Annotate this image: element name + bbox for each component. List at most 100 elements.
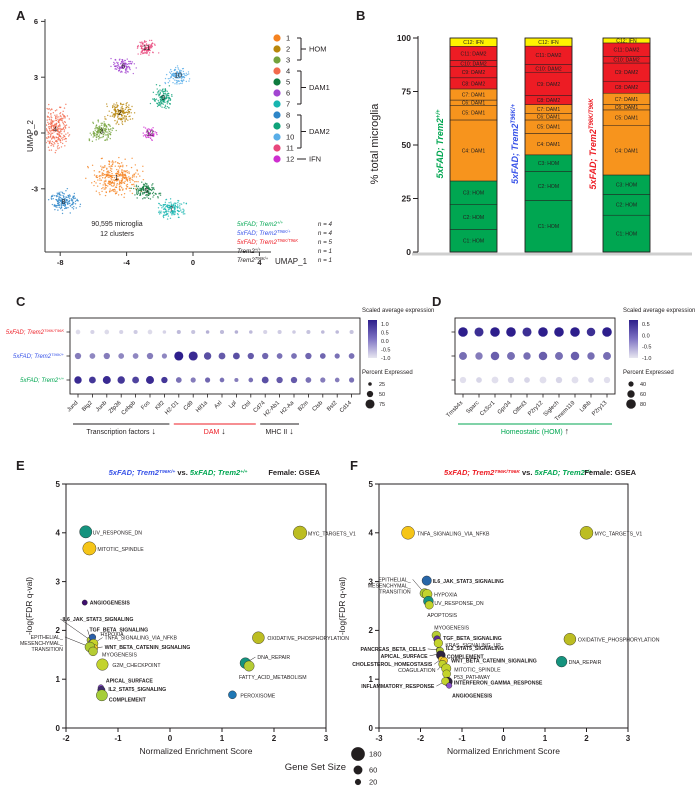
bar-segment-label: C4: DAM1 (537, 142, 561, 148)
bar-segment-label: C7: DAM1 (615, 97, 639, 103)
gsea-point (82, 541, 97, 556)
expression-dot (334, 353, 340, 359)
svg-text:0: 0 (168, 734, 173, 743)
expression-dot (89, 353, 96, 359)
expression-dot (205, 377, 211, 383)
expression-dot (292, 330, 296, 334)
cluster-number: 11 (143, 45, 150, 52)
cluster-legend-number: 11 (286, 144, 294, 153)
gsea-point (446, 682, 453, 689)
expression-dot (175, 377, 182, 383)
gene-label: Fos (140, 400, 151, 411)
svg-text:50: 50 (402, 140, 412, 150)
size-legend-title: Gene Set Size (285, 762, 346, 773)
expression-dot (74, 376, 82, 384)
cluster-legend-dot (273, 144, 281, 152)
percent-legend-value: 75 (379, 402, 385, 408)
expression-legend-tick: 0.0 (381, 339, 389, 345)
svg-text:5: 5 (56, 480, 61, 489)
expression-dot (276, 376, 283, 384)
gene-label: Ctsb (312, 400, 325, 413)
gsea-point-label: INFLAMMATORY_RESPONSE (361, 684, 435, 690)
panel-b-label: B (356, 8, 366, 23)
expression-dot (90, 329, 95, 335)
bar-genotype-label: 5xFAD; Trem2T96K/T96K (588, 98, 598, 190)
bar-segment-label: C11: DAM2 (461, 51, 487, 57)
svg-text:-2: -2 (62, 734, 70, 743)
svg-text:3: 3 (56, 577, 61, 586)
umap-y-axis-label: UMAP_2 (26, 119, 35, 152)
expression-dot (276, 353, 283, 359)
gene-category-label: Homeostatic (HOM) ↑ (501, 426, 569, 436)
sample-n: n = 5 (318, 239, 333, 246)
cluster-number: 4 (53, 127, 57, 134)
cluster-legend-number: 7 (286, 100, 290, 109)
svg-text:-3: -3 (375, 734, 383, 743)
expression-dot (349, 377, 355, 383)
bar-segment-label: C5: DAM1 (462, 111, 486, 117)
gsea-title: 5xFAD; Trem2T96K/T96K vs. 5xFAD; Trem2+/… (444, 468, 592, 477)
expression-dot (458, 327, 468, 337)
cluster-legend-dot (273, 67, 281, 75)
gsea-point-label: MITOTIC_SPINDLE (97, 547, 144, 553)
cluster-group-label: DAM2 (309, 127, 330, 136)
expression-dot (132, 376, 140, 384)
gene-label: Ctsl (241, 400, 252, 411)
expression-dot (249, 330, 253, 334)
expression-dot (475, 352, 483, 360)
sample-n: n = 1 (318, 248, 332, 255)
svg-text:0: 0 (369, 724, 374, 733)
expression-dot (570, 351, 580, 361)
size-legend-dot (354, 778, 362, 786)
gene-set-size-legend: Gene Set Size 180 60 20 (285, 747, 382, 787)
bar-segment (449, 204, 498, 230)
umap-points (46, 39, 191, 220)
dotplot-row-genotype: 5xFAD; Trem2T96K/+ (13, 352, 65, 361)
cluster-number: 10 (174, 73, 182, 80)
gene-label: Lpl (228, 400, 238, 410)
expression-dot (507, 352, 515, 360)
gsea-point-label: INTERFERON_GAMMA_RESPONSE (454, 681, 543, 687)
sample-genotype: Trem2+/+ (237, 247, 261, 256)
umap-x-axis-label: UMAP_1 (275, 257, 308, 266)
expression-dot (290, 376, 298, 384)
sample-n: n = 4 (318, 230, 333, 237)
svg-text:100: 100 (397, 33, 411, 43)
gsea-point-label: MYOGENESIS (102, 652, 137, 658)
gsea-point-label: APICAL_SURFACE (381, 654, 429, 660)
bar-segment-label: C7: DAM1 (537, 107, 561, 113)
gene-label: B2m (297, 400, 310, 413)
gsea-sex-tag: Female: GSEA (584, 468, 636, 477)
svg-text:-3: -3 (31, 184, 38, 193)
expression-dot (554, 327, 564, 337)
gsea-point-label: IL2_STAT5_SIGNALING (446, 646, 504, 652)
expression-dot (522, 327, 532, 337)
expression-dot (234, 377, 239, 383)
bar-segment-label: C9: DAM2 (537, 82, 561, 88)
gsea-point (81, 599, 88, 606)
svg-text:-1: -1 (458, 734, 466, 743)
dotplot-row-genotype: 5xFAD; Trem2+/+ (20, 376, 65, 385)
gsea-point (96, 658, 109, 671)
expression-dot (146, 376, 154, 384)
size-legend-dot (353, 765, 363, 775)
gsea-point (441, 677, 450, 686)
gsea-y-axis-label: -log(FDR q-val) (24, 577, 34, 635)
expression-legend-tick: -0.5 (642, 345, 651, 351)
bar-segment-label: C9: DAM2 (462, 70, 486, 76)
gsea-title: 5xFAD; Trem2T96K/+ vs. 5xFAD; Trem2+/+ (109, 468, 248, 477)
bar-genotype-label: 5xFAD; Trem2+/+ (435, 109, 445, 178)
svg-text:2: 2 (369, 626, 374, 635)
size-legend-value: 180 (369, 750, 382, 759)
expression-dot (523, 352, 531, 360)
expression-dot (291, 353, 297, 359)
panel-e-label: E (16, 458, 25, 473)
gsea-point-label: COMPLEMENT (447, 654, 485, 660)
sample-n: n = 4 (318, 221, 333, 228)
svg-text:4: 4 (257, 258, 262, 267)
gsea-point-label: DNA_REPAIR (569, 660, 602, 666)
cluster-legend-number: 5 (286, 78, 290, 87)
expression-dot (248, 377, 254, 383)
